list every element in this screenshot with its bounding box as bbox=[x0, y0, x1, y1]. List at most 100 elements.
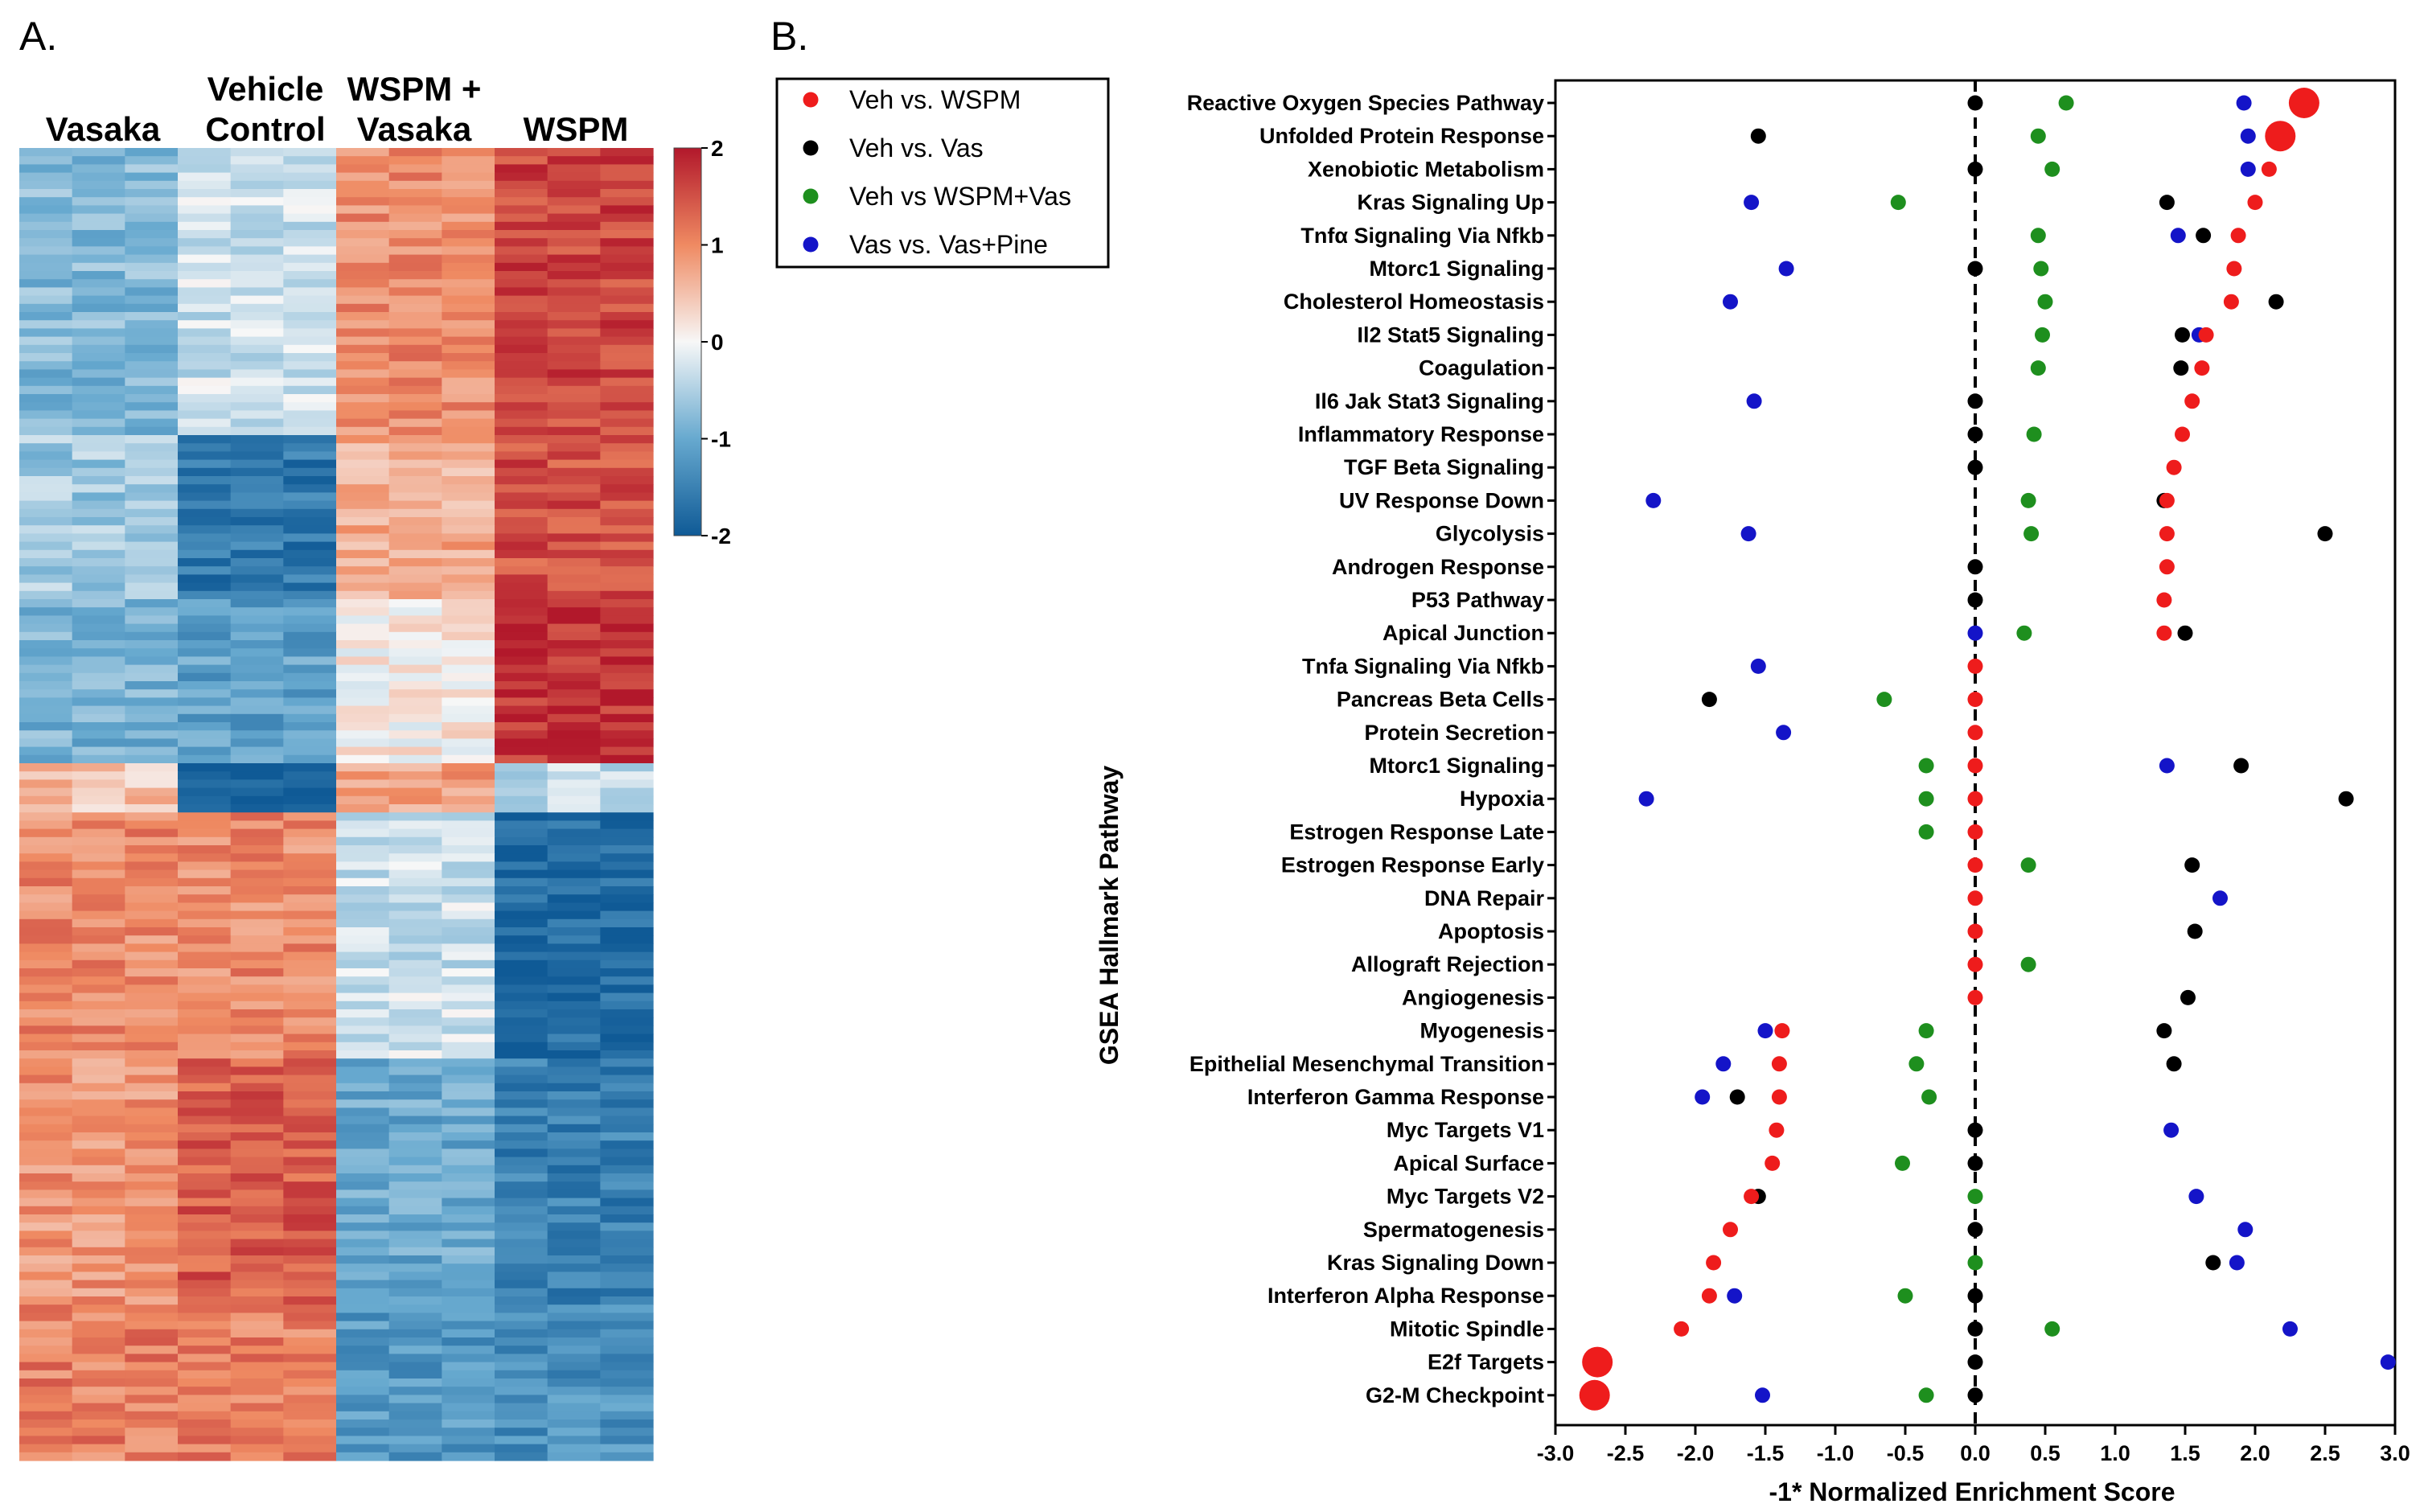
heatmap-cell bbox=[336, 935, 390, 944]
heatmap-cell bbox=[547, 508, 601, 518]
heatmap-cell bbox=[19, 1198, 73, 1207]
heatmap-cell bbox=[388, 148, 442, 157]
heatmap-cell bbox=[72, 730, 125, 739]
data-point-red bbox=[2166, 459, 2182, 475]
heatmap-cell bbox=[547, 681, 601, 690]
heatmap-cell bbox=[547, 418, 601, 428]
heatmap-cell bbox=[442, 377, 495, 387]
heatmap-cell bbox=[125, 886, 179, 895]
heatmap-cell bbox=[388, 1452, 442, 1461]
data-point-red bbox=[1967, 791, 1983, 807]
heatmap-cell bbox=[230, 1189, 284, 1199]
colorbar-tick-label: 0 bbox=[711, 330, 724, 355]
heatmap-cell bbox=[230, 574, 284, 584]
heatmap-cell bbox=[388, 1116, 442, 1125]
heatmap-cell bbox=[442, 541, 495, 551]
heatmap-cell bbox=[442, 1107, 495, 1117]
heatmap-cell bbox=[442, 271, 495, 280]
heatmap-cell bbox=[495, 418, 548, 428]
heatmap-cell bbox=[125, 853, 179, 862]
heatmap-cell bbox=[19, 795, 73, 805]
pathway-label: Tnfa Signaling Via Nfkb bbox=[1302, 654, 1544, 678]
heatmap-cell bbox=[125, 197, 179, 206]
heatmap-cell bbox=[125, 361, 179, 370]
heatmap-cell bbox=[495, 328, 548, 338]
heatmap-cell bbox=[125, 500, 179, 510]
heatmap-cell bbox=[19, 992, 73, 1002]
data-point-blue bbox=[2212, 890, 2228, 906]
heatmap-cell bbox=[495, 1124, 548, 1133]
heatmap-cell bbox=[19, 1354, 73, 1363]
heatmap-cell bbox=[547, 672, 601, 682]
heatmap-cell bbox=[283, 271, 337, 280]
heatmap-cell bbox=[388, 361, 442, 370]
heatmap-cell bbox=[336, 180, 390, 190]
heatmap-cell bbox=[547, 582, 601, 592]
heatmap-cell bbox=[19, 410, 73, 420]
heatmap-cell bbox=[600, 1157, 654, 1166]
heatmap-cell bbox=[19, 1296, 73, 1305]
heatmap-cell bbox=[19, 172, 73, 182]
heatmap-cell bbox=[178, 1272, 232, 1281]
heatmap-cell bbox=[600, 1395, 654, 1404]
heatmap-cell bbox=[19, 344, 73, 354]
heatmap-cell bbox=[547, 1074, 601, 1084]
heatmap-cell bbox=[178, 664, 232, 674]
heatmap-cell bbox=[388, 722, 442, 731]
heatmap-cell bbox=[178, 1296, 232, 1305]
heatmap-cell bbox=[600, 1239, 654, 1248]
heatmap-cell bbox=[72, 254, 125, 264]
heatmap-cell bbox=[336, 763, 390, 772]
x-axis-title: -1* Normalized Enrichment Score bbox=[1769, 1477, 2175, 1506]
heatmap-cell bbox=[283, 1387, 337, 1395]
heatmap-cell bbox=[600, 935, 654, 944]
heatmap-cell bbox=[125, 1074, 179, 1084]
heatmap-cell bbox=[547, 1214, 601, 1223]
heatmap-cell bbox=[547, 787, 601, 797]
heatmap-cell bbox=[178, 582, 232, 592]
heatmap-cell bbox=[178, 689, 232, 698]
data-point-green bbox=[1895, 1155, 1910, 1171]
heatmap-cell bbox=[388, 418, 442, 428]
data-point-red bbox=[2223, 294, 2239, 310]
heatmap-cell bbox=[125, 221, 179, 231]
heatmap-cell bbox=[72, 1444, 125, 1453]
heatmap-cell bbox=[600, 246, 654, 256]
heatmap-cell bbox=[125, 1321, 179, 1330]
heatmap-cell bbox=[72, 943, 125, 953]
heatmap-cell bbox=[388, 1083, 442, 1092]
heatmap-cell bbox=[547, 1009, 601, 1018]
data-point-black bbox=[2233, 758, 2249, 774]
x-tick-label: 3.0 bbox=[2380, 1441, 2410, 1465]
heatmap-cell bbox=[19, 361, 73, 370]
heatmap-cell bbox=[283, 213, 337, 223]
heatmap-cell bbox=[336, 599, 390, 608]
pathway-label: TGF Beta Signaling bbox=[1344, 455, 1544, 479]
pathway-label: Il6 Jak Stat3 Signaling bbox=[1315, 389, 1544, 413]
heatmap-cell bbox=[600, 918, 654, 928]
heatmap-cell bbox=[19, 730, 73, 739]
pathway-label: Hypoxia bbox=[1460, 787, 1545, 811]
heatmap-cell bbox=[283, 566, 337, 575]
heatmap-cell bbox=[178, 508, 232, 518]
heatmap-cell bbox=[178, 459, 232, 469]
heatmap-cell bbox=[125, 894, 179, 903]
heatmap-cell bbox=[388, 631, 442, 641]
heatmap-cell bbox=[495, 1132, 548, 1141]
heatmap-cell bbox=[19, 804, 73, 813]
heatmap-cell bbox=[72, 713, 125, 723]
heatmap-cell bbox=[72, 1074, 125, 1084]
heatmap-cell bbox=[125, 295, 179, 305]
heatmap-cell bbox=[19, 484, 73, 493]
heatmap-cell bbox=[336, 221, 390, 231]
heatmap-cell bbox=[125, 394, 179, 403]
heatmap-cell bbox=[388, 172, 442, 182]
heatmap-cell bbox=[388, 394, 442, 403]
heatmap-cell bbox=[600, 1263, 654, 1272]
heatmap-cell bbox=[230, 353, 284, 362]
heatmap-cell bbox=[495, 1452, 548, 1461]
data-point-red bbox=[1674, 1321, 1690, 1337]
heatmap-cell bbox=[547, 303, 601, 313]
heatmap-cell bbox=[283, 344, 337, 354]
heatmap-cell bbox=[388, 295, 442, 305]
